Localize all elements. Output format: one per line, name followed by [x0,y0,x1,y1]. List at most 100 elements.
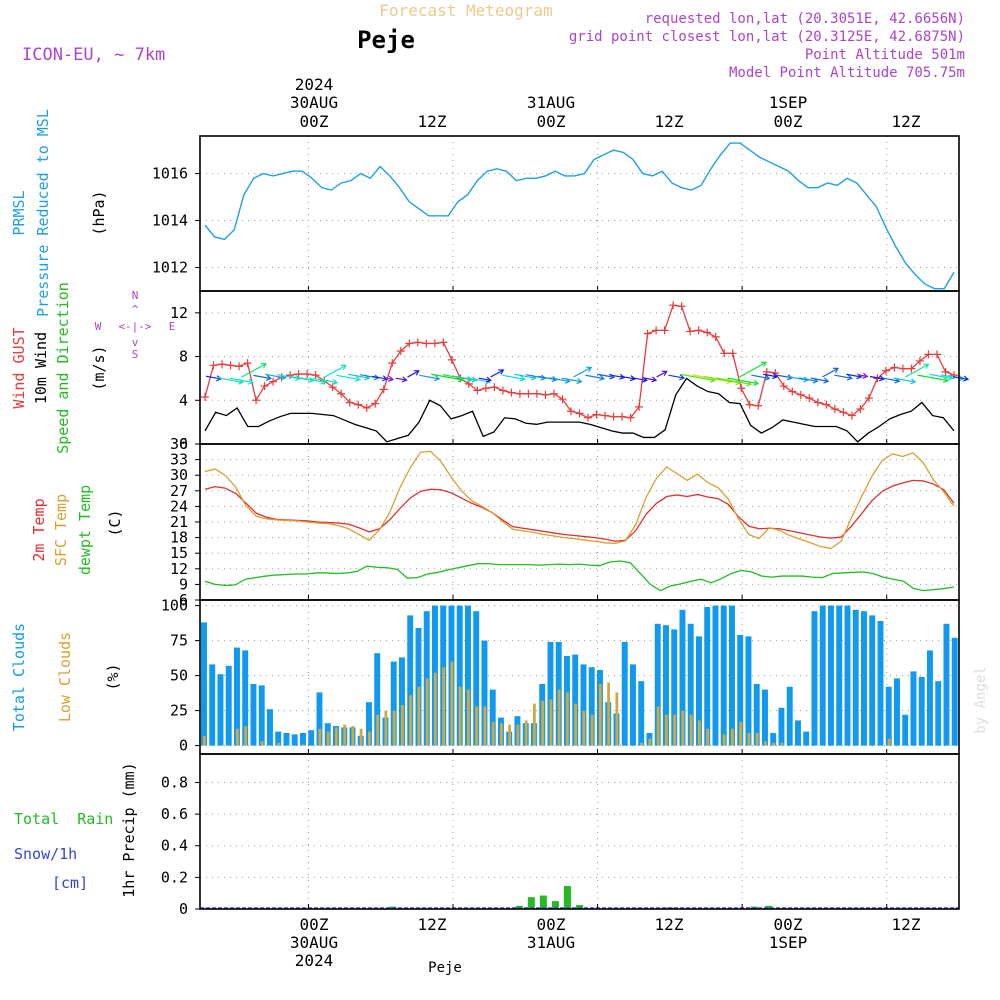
gust-marker [575,409,584,418]
wind-arrow-head [878,375,885,382]
gust-marker [677,302,686,311]
gust-marker [890,363,899,372]
gust-marker [235,362,244,371]
gust-marker [881,366,890,375]
total-cloud-bar [489,689,496,746]
wind-line [204,377,955,443]
gust-marker [703,328,712,337]
low-cloud-bar [334,727,338,746]
wind-arrow [561,377,582,383]
y-tick-label: 25 [170,702,188,720]
wind-arrow-head [942,376,949,383]
wind-arrow-head [761,361,768,368]
total-cloud-bar [836,605,843,746]
low-cloud-bar [508,724,512,746]
wind-arrow-head [753,379,760,386]
total-cloud-bar [291,734,298,746]
wind-arrow [312,377,338,384]
wind-arrow-head [641,376,648,383]
gust-marker [413,338,422,347]
total-cloud-bar [671,629,678,746]
low-cloud-bar [565,692,569,746]
low-cloud-bar [343,724,347,746]
grid-layer [200,136,959,909]
wind-arrow [810,377,829,382]
gust-marker [788,387,797,396]
low-cloud-bar [656,706,660,746]
top-hour-label: 00Z [300,112,329,131]
gust-marker [405,339,414,348]
total-cloud-bar [918,677,925,746]
low-cloud-bar [887,738,891,746]
low-cloud-bar [475,706,479,746]
y-tick-label: 0.2 [161,868,188,886]
gust-marker [532,389,541,398]
chart-location-title: Peje [357,26,415,54]
wind-arrow-head [498,369,505,375]
low-cloud-bar [730,728,734,746]
gust-marker [711,332,720,341]
total-cloud-bar [927,650,933,746]
wind-arrow-head [248,378,255,385]
rain-bar [576,905,583,909]
total-cloud-bar [720,605,727,746]
low-cloud-bar [557,689,561,746]
top-day-label: 1SEP [769,93,808,112]
total-cloud-bar [795,720,801,746]
top-hour-label: 12Z [418,112,447,131]
y-tick-label: 0.6 [161,805,188,823]
total-cloud-bar [316,692,323,746]
total-cloud-bar [910,671,917,746]
total-cloud-bar [407,615,414,746]
bottom-hour-label: 00Z [300,915,329,934]
t2m-line [204,479,955,542]
frame-layer: 1012101410160481269121518212427303336025… [152,135,960,918]
low-cloud-bar [763,741,767,746]
total-cloud-bar [704,607,711,746]
y-tick-label: 15 [170,544,188,562]
low-cloud-bar [400,705,404,746]
wind-arrow [727,377,759,385]
gust-marker [337,389,346,398]
wind-arrow-head [629,375,636,382]
wind-arrow [917,374,948,382]
total-cloud-bar [778,707,785,746]
gust-marker [473,386,482,395]
total-cloud-bar [951,637,958,746]
wind-arrow [478,377,491,381]
gust-marker [924,350,933,359]
wind-arrow [407,370,420,378]
wind-arrow [798,377,818,382]
wind-arrow [893,377,916,383]
low-cloud-bar [780,742,784,746]
bottom-day-label: 31AUG [527,933,575,952]
y-tick-label: 0 [179,435,188,453]
low-cloud-bar [235,728,239,746]
wind-arrow [348,373,370,379]
gust-marker [209,361,218,370]
low-cloud-bar [697,720,701,746]
total-cloud-bar [250,684,257,746]
gust-marker [243,359,252,368]
wind-arrow [253,374,271,380]
wind-arrow-head [551,375,558,383]
wind-arrow-head [485,376,492,383]
gust-marker [481,384,490,393]
total-cloud-bar [861,611,867,746]
gust-marker [601,411,610,420]
total-cloud-bar [712,605,719,746]
gust-marker [847,411,856,420]
total-cloud-bar [663,625,669,746]
low-cloud-bar [722,734,726,746]
gust-marker [362,403,371,412]
gust-marker [686,327,695,336]
total-cloud-bar [580,664,587,746]
low-cloud-bar [499,723,503,746]
wind-arrow-head [651,376,658,383]
gust-marker [864,394,873,403]
gust-marker [635,402,644,411]
wind-arrow-head [332,378,339,385]
low-cloud-bar [689,714,693,746]
wind-arrow-head [661,370,668,376]
